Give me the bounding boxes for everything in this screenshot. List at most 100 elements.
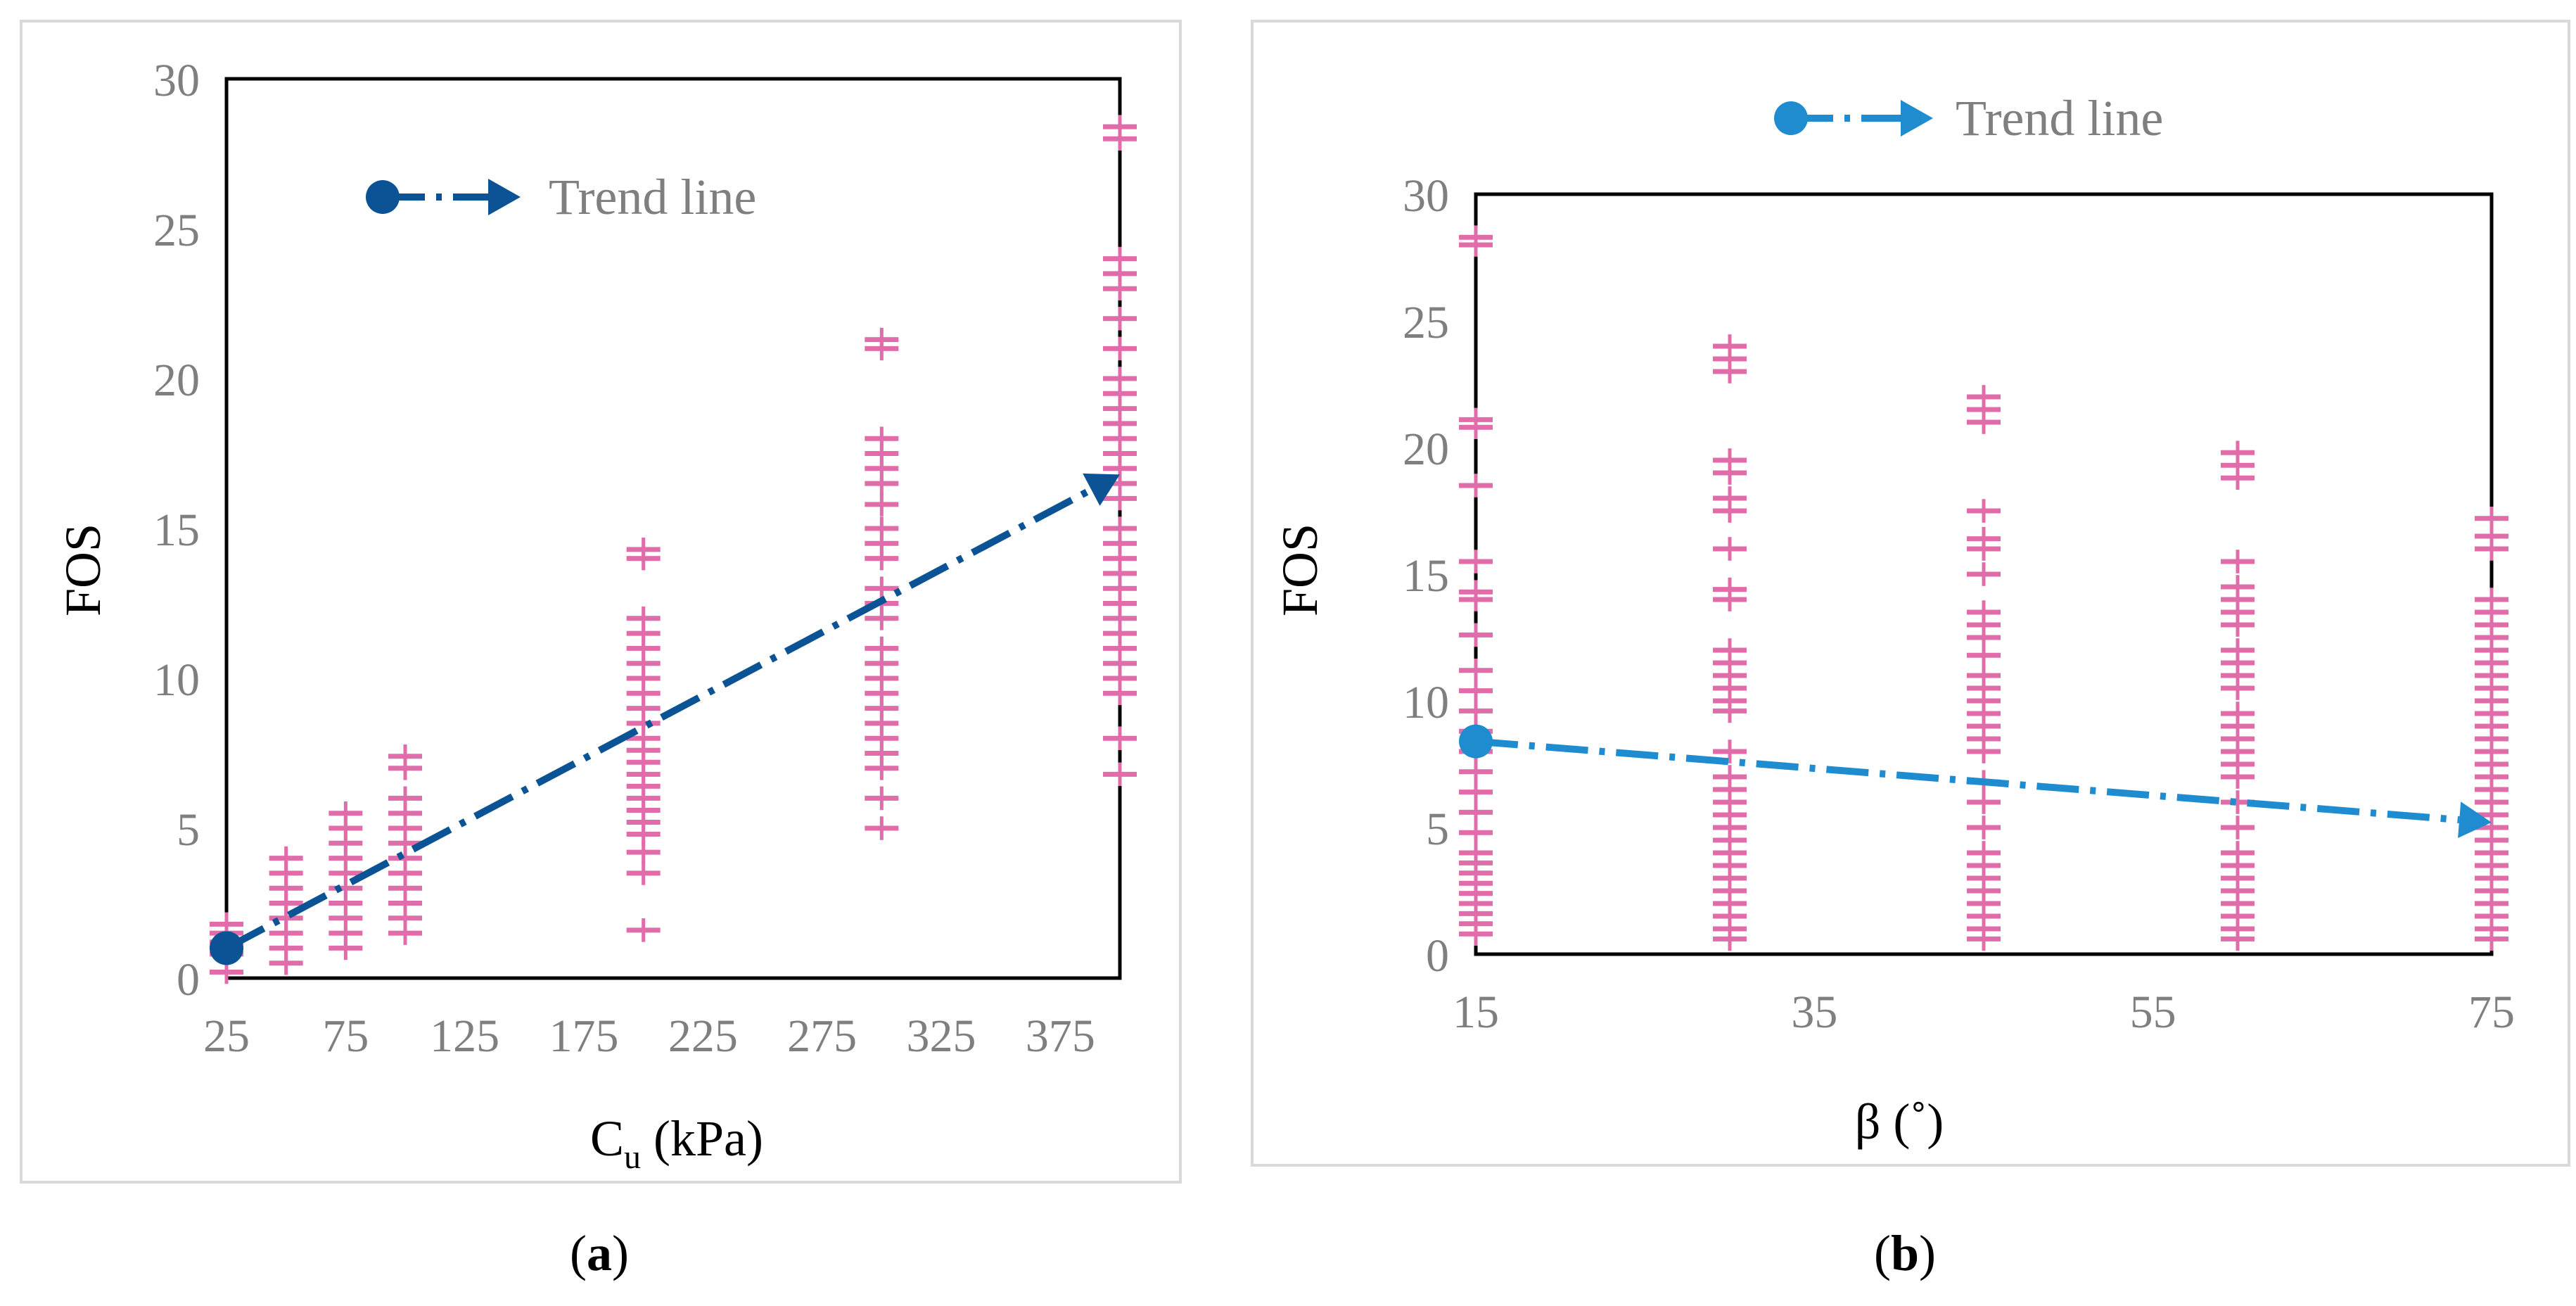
panel-b-legend-circle-marker [1774,101,1808,135]
panel-b-ytick-label: 15 [1403,550,1449,602]
panel-a-legend-arrow-marker [488,179,521,215]
panel-a-data-point [388,744,422,768]
panel-a-data-point [626,861,661,885]
panel-b-data-point [1967,562,2001,586]
panel-b-xtick-label: 55 [2130,987,2176,1038]
panel-a-xtick-label: 275 [787,1010,857,1062]
panel-b-data-point [1967,841,2001,865]
panel-b-plot: 0 5 10 15 20 25 30 15 35 55 75 [1403,170,2515,1038]
panel-b-data-point [1967,499,2001,523]
panel-a-data-point [388,786,422,811]
panel-b-trend-line [1475,737,2460,824]
panel-b-data-point [1967,790,2001,814]
panel-b-plot-border [1474,192,2494,956]
panel-b-data-point [1459,820,1493,844]
panel-b-data-point [1713,486,1747,510]
panel-a-ytick-label: 0 [177,954,200,1006]
panel-a-ylabel: FOS [55,524,111,616]
panel-a-data-point [329,801,363,825]
panel-a-data-point [1103,726,1137,750]
panel-b-data-point [1967,664,2001,687]
panel-b-legend-arrow-marker [1901,100,1933,137]
panel-b-data-point [1713,334,1747,358]
panel-a-data-point [626,607,661,630]
panel-b-ytick-label: 10 [1403,677,1449,728]
panel-a-data-point [1103,336,1137,361]
panel-a-xtick-label: 25 [203,1010,250,1062]
panel-b-ylabel: FOS [1272,524,1328,616]
panel-a-caption-letter: a [587,1225,612,1281]
panel-b-data-point [2221,440,2255,464]
panel-b-data-point [2475,507,2508,531]
panel-a-xtick-label: 225 [668,1010,738,1062]
panel-a-data-point [865,636,899,661]
panel-b-ytick-label: 0 [1426,930,1449,982]
panel-b-data-point [1459,699,1493,723]
panel-b-data-point [2221,841,2255,865]
panel-a-caption: (a) [570,1225,629,1281]
panel-a-legend-label: Trend line [549,169,756,225]
panel-b-data-point [1713,448,1747,472]
panel-b-data-point [1713,537,1747,561]
panel-a-data-point [269,846,303,870]
panel-b-xlabel: β (˚) [1855,1093,1944,1150]
panel-a-data-point [865,576,899,600]
panel-b-caption-letter: b [1890,1225,1920,1281]
panel-a-ytick-label: 15 [153,505,200,556]
panel-b-data-point [1459,474,1493,497]
panel-a-data-point [1103,115,1137,139]
panel-b-data-point [1967,816,2001,839]
panel-b-data-point [1713,577,1747,602]
panel-b-data-point [1459,580,1493,604]
panel-b-data-point [1713,765,1747,789]
panel-b-data-point [1967,526,2001,551]
panel-a-ytick-label: 20 [153,355,200,406]
panel-b-data-point [1967,385,2001,409]
panel-b-data-point [2221,575,2255,599]
panel-a-data-point [865,516,899,540]
panel-b-data-point [1459,407,1493,432]
panel-a-ytick-label: 30 [153,55,200,106]
panel-a-legend-circle-marker [366,180,400,214]
panel-a-data-point [626,538,661,562]
panel-a-data-point [865,786,899,811]
panel-b-data-point [2475,588,2508,611]
panel-a-data-point [1103,246,1137,271]
panel-a-trend-start-marker [210,931,243,965]
panel-b-data-point [1713,740,1747,763]
panel-b-data-point [1459,841,1493,865]
panel-a-xlabel: Cu (kPa) [590,1110,763,1176]
panel-b-ytick-label: 5 [1426,804,1449,855]
panel-b-data-point [2221,816,2255,839]
panel-b-data-point [1459,800,1493,825]
panel-b-data-point [1459,623,1493,647]
panel-a-data-point [1103,762,1137,787]
panel-b-xtick-label: 75 [2468,987,2515,1038]
panel-b-legend: Trend line [1774,90,2163,146]
panel-b-data-point [1459,659,1493,683]
panel-b-ytick-label: 25 [1403,297,1449,348]
panel-b-legend-label: Trend line [1956,90,2163,146]
panel-a-xtick-label: 325 [907,1010,976,1062]
panel-b-data-point [1459,225,1493,249]
panel-a-data-point [626,918,661,942]
panel-a-ytick-label: 5 [177,804,200,856]
panel-b-data-point [2221,550,2255,573]
panel-a-data-point [1103,367,1137,391]
panel-a-ytick-label: 10 [153,654,200,706]
panel-b-data-point [1459,550,1493,573]
panel-a-legend: Trend line [366,169,756,225]
panel-a-data-point [865,816,899,840]
panel-a-data-point [865,327,899,352]
panel-b-trend-start-marker [1459,724,1493,759]
panel-b-ytick-label: 20 [1403,424,1449,475]
panel-b-xtick-label: 15 [1453,987,1499,1038]
panel-a-xtick-label: 125 [430,1010,499,1062]
panel-b-xtick-label: 35 [1791,987,1837,1038]
panel-b-caption: (b) [1873,1225,1936,1281]
panel-a-data-point [865,426,899,450]
panel-a-xtick-label: 375 [1026,1010,1095,1062]
panel-a-data-point [865,493,899,516]
panel-b-ytick-label: 30 [1403,170,1449,222]
